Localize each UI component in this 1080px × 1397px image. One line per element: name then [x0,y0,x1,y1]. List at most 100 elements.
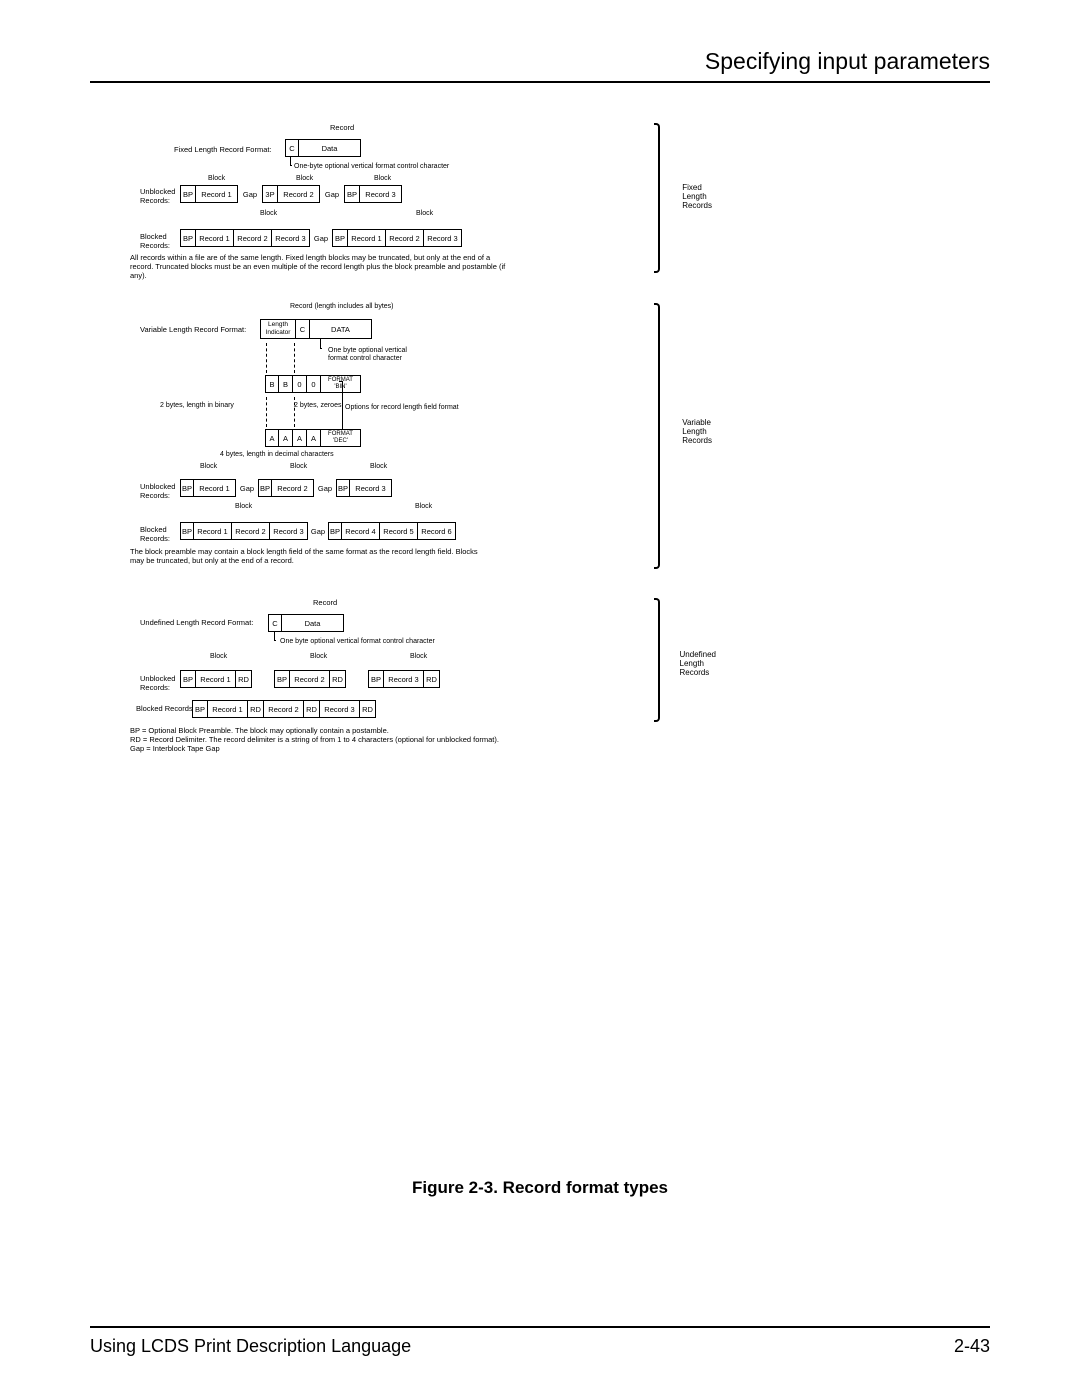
blocked-label: Blocked Records: [136,704,195,713]
cell: Record 1 [208,700,248,718]
footer-right: 2-43 [954,1336,990,1357]
figure-caption: Figure 2-3. Record format types [90,1178,990,1198]
fixed-format-label: Fixed Length Record Format: [174,145,272,154]
cell: Record 2 [272,479,314,497]
section-label: Variable Length Records [682,418,712,446]
section-fixed: Record Fixed Length Record Format: C Dat… [130,123,650,298]
figure-diagram: Record Fixed Length Record Format: C Dat… [130,123,650,768]
cell: Gap [308,522,328,540]
block-head: Block [310,653,327,661]
block-head: Block [235,503,252,511]
unblocked-row: BP Record 1 RD BP Record 2 RD BP Record … [180,670,440,688]
page-header: Specifying input parameters [90,48,990,75]
cell: Record 3 [320,700,360,718]
brace [654,598,660,722]
block-head: Block [296,175,313,183]
cell: BP [180,522,194,540]
cell: C [296,319,310,339]
undefined-caption: BP = Optional Block Preamble. The block … [130,726,510,753]
cell: Record 1 [196,185,238,203]
variable-caption: The block preamble may contain a block l… [130,547,490,565]
bottom-rule [90,1326,990,1328]
segment: BP Record 2 RD [274,670,346,688]
cell: Gap [236,479,258,497]
undefined-format-box: C Data [268,614,344,632]
cell: 0 [293,375,307,393]
cell: Gap [310,229,332,247]
blocked-row: BP Record 1 Record 2 Record 3 Gap BP Rec… [180,229,462,247]
cell: BP [258,479,272,497]
cell: Gap [320,185,344,203]
options-label: Options for record length field format [345,404,459,412]
dec-row: A A A A FORMAT 'DEC' [265,429,361,447]
dash-line [266,343,267,373]
cell: Record 2 [290,670,330,688]
cell-c: C [285,139,299,157]
blocked-row: BP Record 1 Record 2 Record 3 Gap BP Rec… [180,522,456,540]
cell: RD [304,700,320,718]
cell: Record 3 [272,229,310,247]
cell: Record 3 [350,479,392,497]
page-footer: Using LCDS Print Description Language 2-… [90,1286,990,1357]
cell: Record 6 [418,522,456,540]
cell: Record 2 [234,229,272,247]
block-head: Block [260,210,277,218]
dash-line [266,397,267,427]
segment: BP Record 3 RD [368,670,440,688]
bin-row: B B 0 0 FORMAT 'BIN' [265,375,361,393]
cell: BP [274,670,290,688]
cell: A [279,429,293,447]
segment: BP Record 1 RD [180,670,252,688]
cell: Record 3 [360,185,402,203]
record-tag: Record [313,598,337,607]
cell: Record 3 [424,229,462,247]
cell: BP [332,229,348,247]
block-head: Block [410,653,427,661]
cell: Record 2 [264,700,304,718]
block-head: Block [210,653,227,661]
cell: Record 2 [278,185,320,203]
unblocked-label: Unblocked Records: [140,482,175,500]
note-variable: One byte optional vertical format contro… [328,347,408,364]
top-rule [90,81,990,83]
cell: RD [330,670,346,688]
cell: RD [248,700,264,718]
section-undefined: Record Undefined Length Record Format: C… [130,598,650,768]
cell: A [307,429,321,447]
cell: BP [180,185,196,203]
blocked-label: Blocked Records: [140,525,170,543]
record-tag: Record [330,123,354,132]
unblocked-row: BP Record 1 Gap 3P Record 2 Gap BP Recor… [180,185,402,203]
block-head: Block [290,463,307,471]
dec-caption: 4 bytes, length in decimal characters [220,451,334,459]
cell: Data [282,614,344,632]
block-head: Block [416,210,433,218]
note-fixed: One-byte optional vertical format contro… [294,163,449,171]
cell-data: Data [299,139,361,157]
cell: A [265,429,279,447]
cell: RD [236,670,252,688]
dash-line [294,343,295,373]
cell: Record 2 [386,229,424,247]
section-label: Fixed Length Records [682,183,712,211]
cell: Record 3 [270,522,308,540]
cell: RD [360,700,376,718]
bin-left-label: 2 bytes, length in binary [160,402,234,410]
block-head: Block [370,463,387,471]
unblocked-label: Unblocked Records: [140,187,175,205]
record-tag: Record (length includes all bytes) [290,303,394,311]
variable-format-box: Length Indicator C DATA [260,319,372,339]
note-undefined: One byte optional vertical format contro… [280,638,435,646]
cell: C [268,614,282,632]
cell: Record 1 [348,229,386,247]
cell: BP [344,185,360,203]
cell: Record 1 [194,522,232,540]
brace [654,123,660,273]
block-head: Block [208,175,225,183]
cell: Length Indicator [260,319,296,339]
block-head: Block [200,463,217,471]
cell: 0 [307,375,321,393]
cell: A [293,429,307,447]
cell: Record 5 [380,522,418,540]
cell: Record 1 [196,670,236,688]
